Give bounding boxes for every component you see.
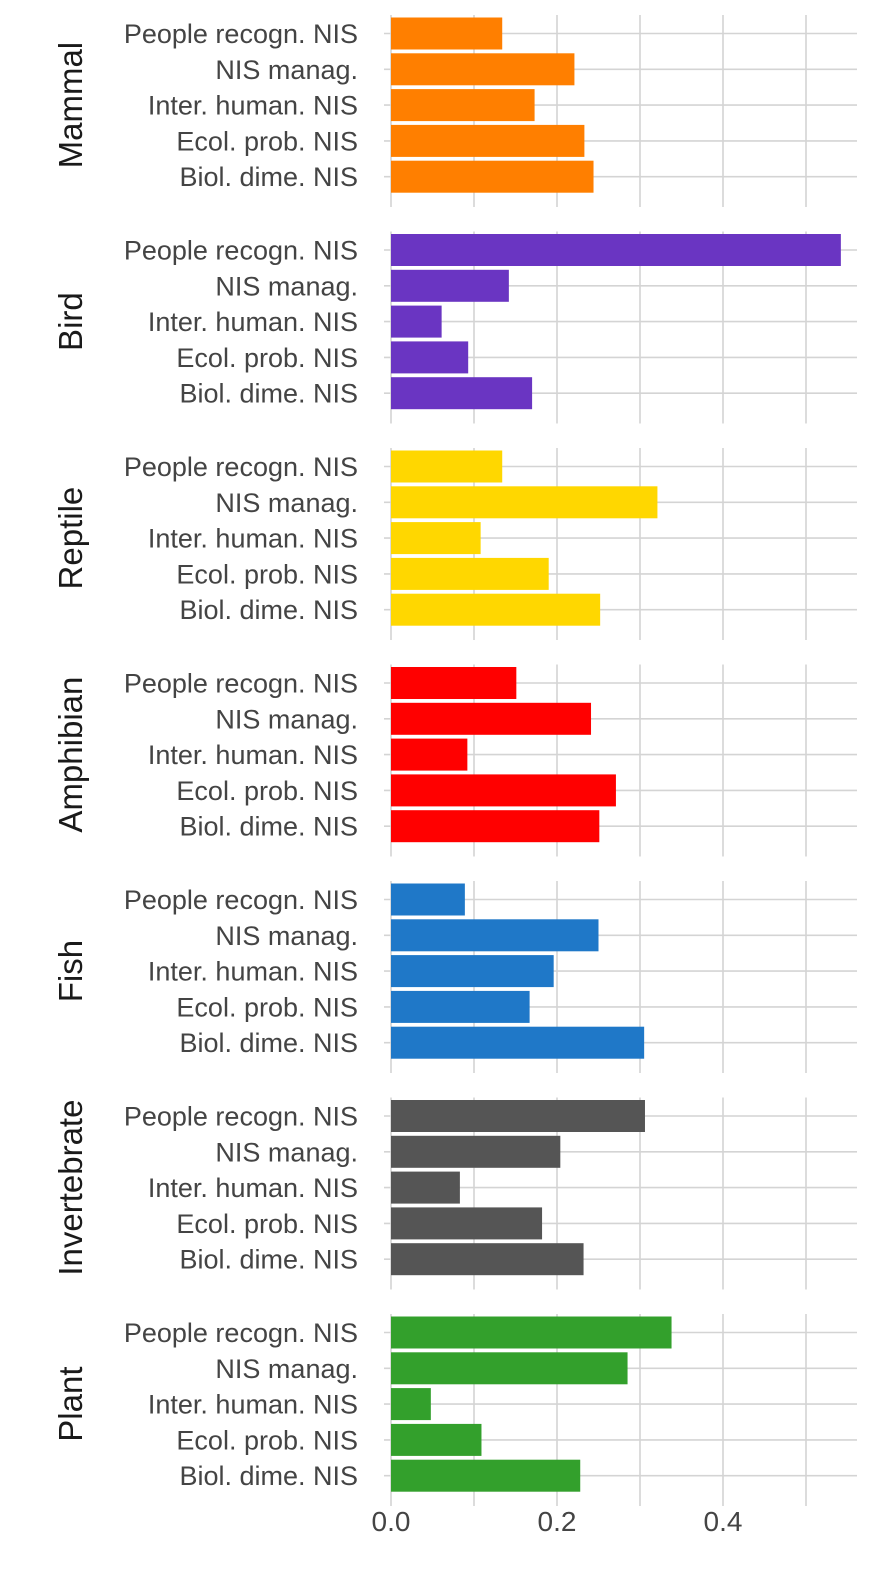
category-label: Biol. dime. NIS — [179, 379, 358, 409]
category-label: Biol. dime. NIS — [179, 1245, 358, 1275]
category-label: Ecol. prob. NIS — [176, 559, 358, 589]
bar-mammal-4 — [391, 124, 585, 157]
category-label: Ecol. prob. NIS — [176, 992, 358, 1022]
bar-fish-2 — [391, 919, 599, 952]
bar-invertebrate-2 — [391, 1135, 561, 1168]
bar-amphibian-1 — [391, 667, 517, 699]
panel-label: Plant — [52, 1366, 89, 1441]
bar-reptile-1 — [391, 450, 503, 483]
bar-mammal-3 — [391, 89, 535, 122]
category-label: NIS manag. — [215, 1354, 358, 1384]
bar-amphibian-2 — [391, 702, 592, 735]
category-label: NIS manag. — [215, 271, 358, 301]
category-label: NIS manag. — [215, 704, 358, 734]
bar-reptile-2 — [391, 486, 658, 519]
category-label: Inter. human. NIS — [148, 307, 358, 337]
category-label: People recogn. NIS — [124, 669, 358, 699]
panel-label: Bird — [52, 292, 89, 351]
bar-mammal-1 — [391, 17, 503, 50]
category-label: People recogn. NIS — [124, 452, 358, 482]
bar-bird-2 — [391, 269, 509, 302]
panel-label: Mammal — [52, 42, 89, 169]
panel-label: Reptile — [52, 487, 89, 590]
category-label: Biol. dime. NIS — [179, 162, 358, 192]
category-label: People recogn. NIS — [124, 19, 358, 49]
bar-plant-2 — [391, 1352, 628, 1385]
bar-amphibian-4 — [391, 774, 616, 807]
bar-fish-1 — [391, 883, 465, 916]
category-label: Biol. dime. NIS — [179, 1028, 358, 1058]
bar-fish-5 — [391, 1026, 645, 1059]
panel-invertebrate: People recogn. NIS NIS manag. Inter. human… — [52, 1097, 857, 1290]
bar-invertebrate-3 — [391, 1171, 460, 1204]
category-label: NIS manag. — [215, 55, 358, 85]
bar-plant-4 — [391, 1423, 482, 1456]
panel-bird: People recogn. NIS NIS manag. Inter. human… — [52, 231, 857, 424]
category-label: Inter. human. NIS — [148, 1173, 358, 1203]
category-label: Ecol. prob. NIS — [176, 776, 358, 806]
bar-mammal-2 — [391, 53, 575, 86]
category-label: Ecol. prob. NIS — [176, 1209, 358, 1239]
category-label: NIS manag. — [215, 921, 358, 951]
bar-fish-4 — [391, 990, 530, 1023]
category-label: Inter. human. NIS — [148, 957, 358, 987]
panel-fish: People recogn. NIS NIS manag. Inter. human… — [52, 881, 857, 1073]
bar-bird-1 — [391, 234, 841, 266]
bar-plant-3 — [391, 1388, 431, 1421]
panel-reptile: People recogn. NIS NIS manag. Inter. human… — [52, 448, 857, 640]
bar-bird-4 — [391, 341, 469, 374]
bar-reptile-3 — [391, 522, 481, 555]
panel-mammal: People recogn. NIS NIS manag. Inter. human… — [52, 15, 857, 207]
category-label: Biol. dime. NIS — [179, 595, 358, 625]
bar-reptile-5 — [391, 593, 601, 626]
bar-invertebrate-1 — [391, 1100, 645, 1132]
category-label: Inter. human. NIS — [148, 1390, 358, 1420]
category-label: Biol. dime. NIS — [179, 1461, 358, 1491]
bar-bird-5 — [391, 377, 533, 410]
category-label: People recogn. NIS — [124, 885, 358, 915]
bar-mammal-5 — [391, 160, 594, 193]
category-label: People recogn. NIS — [124, 1318, 358, 1348]
panel-label: Fish — [52, 940, 89, 1002]
category-label: People recogn. NIS — [124, 236, 358, 266]
bar-plant-1 — [391, 1316, 672, 1349]
panel-plant: People recogn. NIS NIS manag. Inter. human… — [52, 1314, 857, 1506]
bar-amphibian-5 — [391, 810, 600, 843]
category-label: People recogn. NIS — [124, 1102, 358, 1132]
panel-label: Amphibian — [52, 677, 89, 833]
bar-invertebrate-4 — [391, 1207, 543, 1240]
category-label: Biol. dime. NIS — [179, 812, 358, 842]
category-label: NIS manag. — [215, 1137, 358, 1167]
x-tick-label: 0.2 — [538, 1506, 577, 1537]
category-label: Ecol. prob. NIS — [176, 343, 358, 373]
panel-amphibian: People recogn. NIS NIS manag. Inter. human… — [52, 664, 857, 857]
bar-plant-5 — [391, 1459, 581, 1492]
category-label: Inter. human. NIS — [148, 524, 358, 554]
bar-invertebrate-5 — [391, 1243, 584, 1276]
x-tick-label: 0.0 — [372, 1506, 411, 1537]
x-tick-label: 0.4 — [704, 1506, 743, 1537]
category-label: Inter. human. NIS — [148, 740, 358, 770]
panel-label: Invertebrate — [52, 1100, 89, 1276]
bar-amphibian-3 — [391, 738, 468, 771]
category-label: Inter. human. NIS — [148, 91, 358, 121]
bar-bird-3 — [391, 305, 442, 338]
bar-fish-3 — [391, 955, 554, 988]
category-label: NIS manag. — [215, 488, 358, 518]
category-label: Ecol. prob. NIS — [176, 126, 358, 156]
bar-reptile-4 — [391, 557, 549, 590]
category-label: Ecol. prob. NIS — [176, 1425, 358, 1455]
